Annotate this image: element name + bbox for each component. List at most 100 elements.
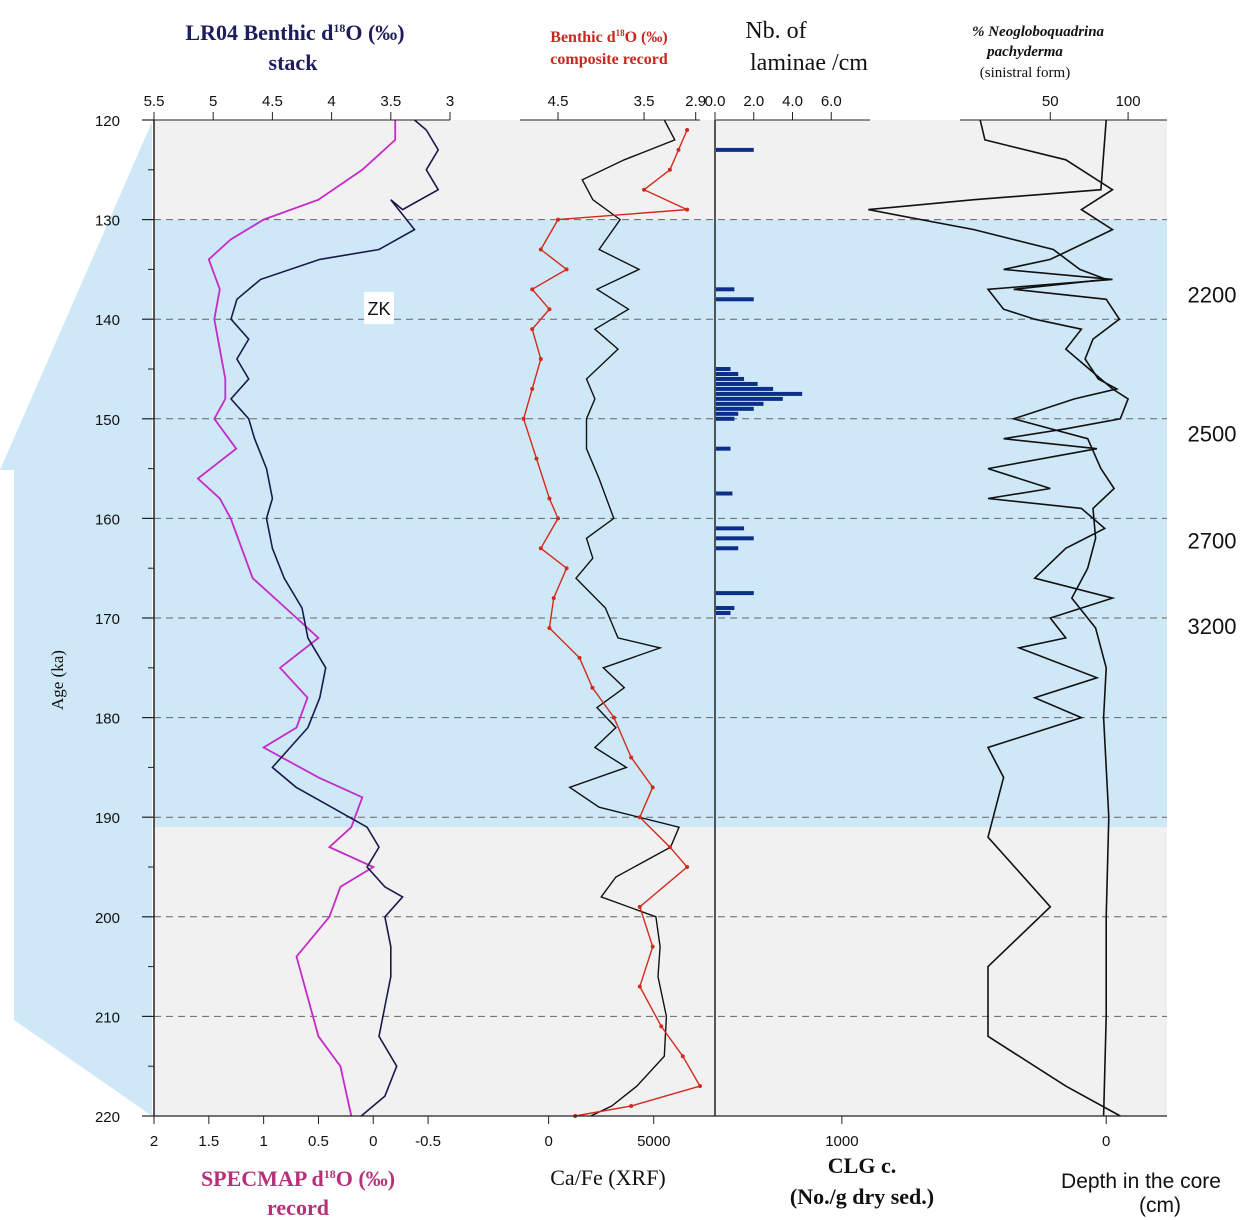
- laminae-bar: [716, 536, 754, 541]
- benthic-composite-points: [521, 127, 702, 1118]
- benthic-composite-point: [534, 456, 539, 461]
- depth-axis-label-line2: (cm): [1139, 1194, 1181, 1217]
- specmap-tick-label: 1: [259, 1133, 267, 1150]
- cafe-tick-label: 5000: [637, 1133, 670, 1150]
- pachyderma-tick-label: 100: [1116, 93, 1141, 110]
- clg-tick-label: 1000: [825, 1133, 858, 1150]
- benthic-composite-point: [650, 785, 655, 790]
- benthic-composite-point: [637, 984, 642, 989]
- specmap-series-line: [196, 120, 397, 1117]
- zk-label: ZK: [367, 299, 390, 319]
- benthic-composite-point: [521, 416, 526, 421]
- glacial-shading-left: [154, 219, 715, 828]
- pachyderma-title-line1: % Neogloboquadrina: [972, 24, 1105, 40]
- laminae-bars: [716, 147, 803, 616]
- benthic_composite-tick-label: 2.9: [685, 93, 706, 110]
- benthic-composite-point: [667, 845, 672, 850]
- laminae-bar: [716, 446, 731, 451]
- benthic-composite-point: [667, 167, 672, 172]
- benthic-composite-point: [650, 944, 655, 949]
- clg-title-line2: (No./g dry sed.): [790, 1184, 934, 1209]
- benthic-composite-point: [538, 357, 543, 362]
- laminae-bar: [716, 591, 754, 596]
- laminae-bar: [716, 606, 735, 611]
- benthic-composite-point: [556, 217, 561, 222]
- benthic-composite-point: [642, 187, 647, 192]
- benthic-composite-point: [685, 207, 690, 212]
- benthic-composite-point: [685, 127, 690, 132]
- specmap-tick-label: 0: [369, 1133, 377, 1150]
- laminae-bar: [716, 401, 764, 406]
- benthic-composite-point: [637, 815, 642, 820]
- benthic-composite-point: [538, 546, 543, 551]
- benthic-composite-point: [629, 1104, 634, 1109]
- laminae-bar: [716, 376, 745, 381]
- pachyderma-title-line3: (sinistral form): [980, 65, 1070, 81]
- laminae-bar: [716, 396, 783, 401]
- laminae-bar: [716, 297, 754, 302]
- laminae-bar: [716, 411, 739, 416]
- benthic-composite-point: [564, 267, 569, 272]
- benthic-composite-point: [556, 516, 561, 521]
- benthic-composite-point: [590, 685, 595, 690]
- laminae-bar: [716, 147, 754, 152]
- laminae-title-line1: Nb. of: [745, 18, 806, 44]
- benthic-composite-title: Benthic d18O (‰): [550, 28, 667, 46]
- benthic-composite-point: [530, 287, 535, 292]
- lr04-tick-label: 3: [446, 93, 454, 110]
- benthic-composite-point: [547, 307, 552, 312]
- benthic_composite-tick-label: 3.5: [634, 93, 655, 110]
- y-tick-label: 160: [95, 511, 120, 528]
- pachyderma-series-line: [979, 119, 1130, 1117]
- specmap-title: SPECMAP d18O (‰): [201, 1166, 395, 1191]
- laminae-bar: [716, 371, 739, 376]
- laminae-tick-label: 4.0: [782, 93, 803, 110]
- cafe-series-line: [568, 119, 680, 1117]
- depth-funnel-shape: [0, 122, 152, 1116]
- depth-mark: 3200: [1188, 614, 1237, 639]
- laminae-bar: [716, 386, 774, 391]
- specmap-tick-label: 1.5: [198, 1133, 219, 1150]
- depth-mark: 2700: [1188, 528, 1237, 553]
- benthic-composite-point: [564, 566, 569, 571]
- specmap-title-line2: record: [267, 1195, 329, 1220]
- benthic-composite-title-line2: composite record: [550, 51, 668, 68]
- laminae-tick-label: 6.0: [821, 93, 842, 110]
- benthic-composite-point: [659, 1024, 664, 1029]
- clg-series-line: [868, 119, 1121, 1117]
- depth-axis-label-line1: Depth in the core: [1061, 1170, 1221, 1193]
- benthic-composite-point: [547, 496, 552, 501]
- age-axis-label: Age (ka): [48, 650, 67, 710]
- benthic-composite-point: [530, 327, 535, 332]
- lr04-tick-label: 5: [209, 93, 217, 110]
- y-tick-label: 120: [95, 113, 120, 130]
- laminae-bar: [716, 367, 731, 371]
- benthic-composite-point: [637, 904, 642, 909]
- y-tick-label: 210: [95, 1009, 120, 1026]
- benthic-composite-point: [698, 1084, 702, 1089]
- benthic-composite-point: [629, 755, 634, 760]
- laminae-tick-label: 0.0: [705, 93, 726, 110]
- laminae-tick-label: 2.0: [743, 93, 764, 110]
- lr04-series-line: [229, 119, 440, 1117]
- lr04-title: LR04 Benthic d18O (‰): [185, 20, 404, 45]
- laminae-bar: [716, 491, 733, 496]
- benthic-composite-point: [551, 596, 556, 601]
- laminae-bar: [716, 416, 735, 421]
- specmap-tick-label: -0.5: [415, 1133, 441, 1150]
- depth-mark: 2200: [1188, 282, 1237, 307]
- cafe-tick-label: 0: [544, 1133, 552, 1150]
- depth-mark: 2500: [1188, 422, 1237, 447]
- lr04-tick-label: 5.5: [144, 93, 165, 110]
- laminae-bar: [716, 406, 754, 411]
- gridlines: [154, 219, 1167, 1017]
- benthic-composite-point: [676, 147, 681, 152]
- laminae-bar: [716, 526, 745, 531]
- benthic-composite-point: [685, 865, 690, 869]
- laminae-bar: [716, 391, 803, 396]
- pachyderma-tick-label: 50: [1042, 93, 1059, 110]
- y-tick-label: 190: [95, 810, 120, 827]
- y-tick-label: 130: [95, 213, 120, 230]
- laminae-bar: [716, 546, 739, 551]
